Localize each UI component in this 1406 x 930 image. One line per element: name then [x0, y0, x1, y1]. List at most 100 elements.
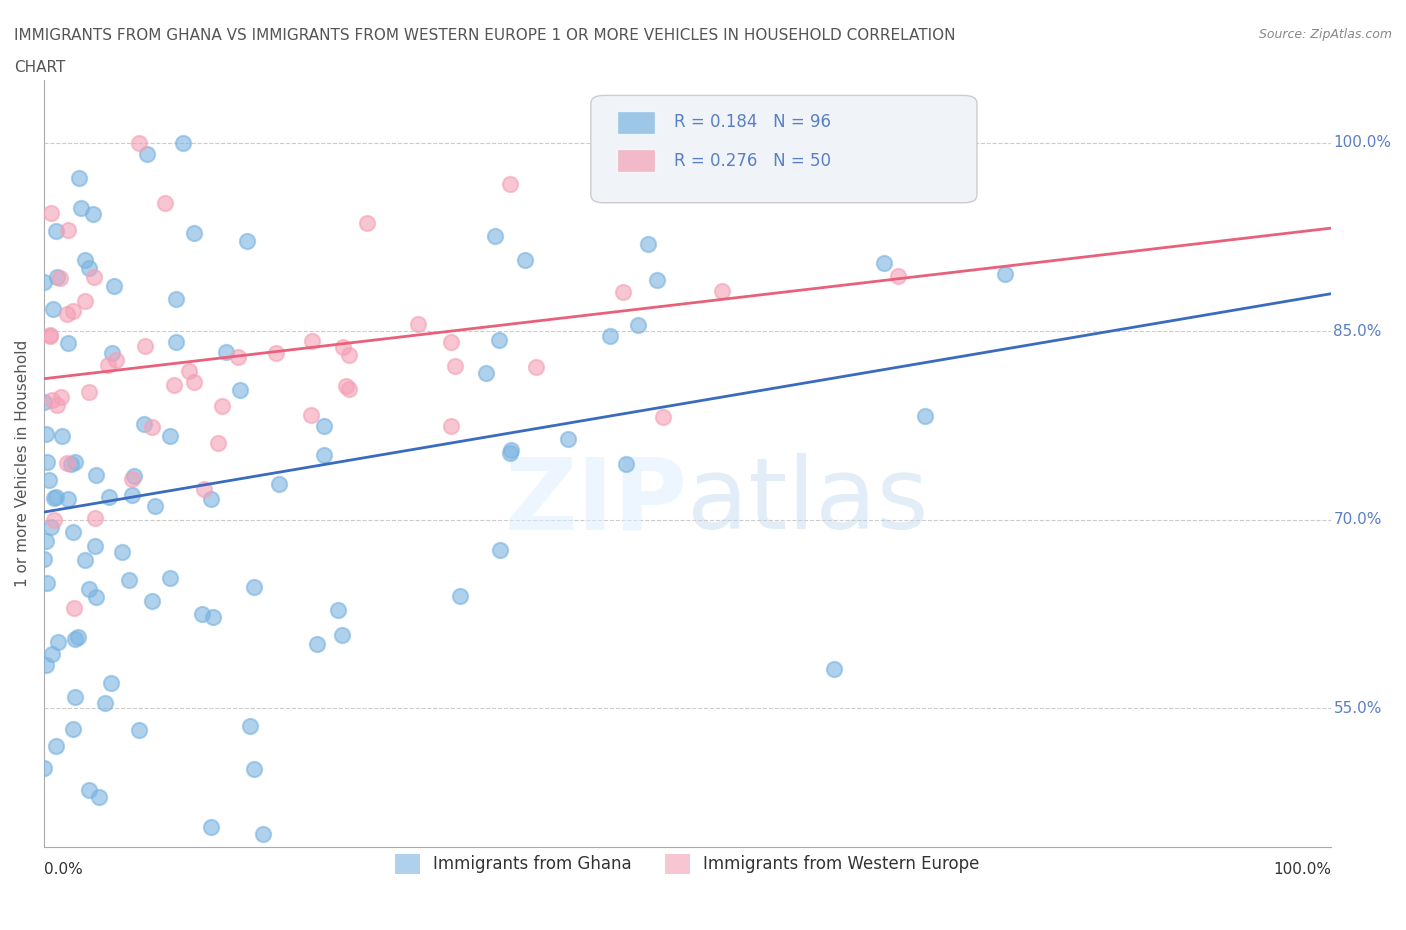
Point [51, 429, 73, 444]
Point [94, 696, 117, 711]
Point [128, 136, 150, 151]
Text: 85.0%: 85.0% [1333, 324, 1382, 339]
Point [557, 432, 579, 446]
Point [183, 375, 205, 390]
Point [62, 722, 84, 737]
Point [45, 223, 67, 238]
Text: CHART: CHART [14, 60, 66, 75]
Y-axis label: 1 or more Vehicles in Household: 1 or more Vehicles in Household [15, 339, 30, 587]
Point [141, 593, 163, 608]
Point [83, 269, 105, 284]
Point [135, 146, 157, 161]
Point [75, 294, 97, 309]
Point [63, 455, 86, 470]
Point [41, 646, 63, 661]
Point [440, 418, 463, 433]
Point [67, 171, 90, 186]
Point [79, 385, 101, 400]
Point [645, 272, 668, 287]
Point [314, 418, 336, 433]
Point [97, 358, 120, 373]
FancyBboxPatch shape [617, 149, 655, 172]
Point [711, 284, 734, 299]
Point [63, 631, 86, 646]
Point [75, 552, 97, 567]
Point [121, 488, 143, 503]
Point [159, 429, 181, 444]
Point [207, 435, 229, 450]
Point [141, 419, 163, 434]
Text: ZIP: ZIP [505, 453, 688, 551]
Point [103, 279, 125, 294]
Point [335, 379, 357, 393]
Point [63, 601, 86, 616]
Point [39, 519, 62, 534]
Point [38, 472, 60, 487]
Point [994, 267, 1017, 282]
Point [62, 525, 84, 539]
Text: 100.0%: 100.0% [1272, 862, 1331, 877]
Point [440, 335, 463, 350]
Point [202, 609, 225, 624]
Point [35, 427, 58, 442]
Point [117, 573, 139, 588]
Point [98, 490, 121, 505]
Point [63, 690, 86, 705]
Point [122, 469, 145, 484]
Point [449, 589, 471, 604]
Point [242, 761, 264, 776]
Point [328, 602, 350, 617]
Point [526, 360, 548, 375]
Point [872, 256, 894, 271]
Point [266, 346, 288, 361]
Point [489, 542, 512, 557]
Point [56, 222, 79, 237]
Point [37, 455, 59, 470]
Text: atlas: atlas [688, 453, 929, 551]
Point [243, 579, 266, 594]
Point [406, 316, 429, 331]
Point [143, 499, 166, 514]
Point [172, 136, 194, 151]
Point [59, 457, 82, 472]
Point [239, 719, 262, 734]
Point [35, 534, 58, 549]
Point [159, 570, 181, 585]
Point [301, 333, 323, 348]
Point [45, 490, 67, 505]
Point [75, 253, 97, 268]
Point [332, 339, 354, 354]
Point [46, 635, 69, 650]
Point [614, 457, 637, 472]
Point [39, 327, 62, 342]
Point [330, 627, 353, 642]
Point [337, 381, 360, 396]
Point [84, 538, 107, 553]
Point [229, 382, 252, 397]
Point [612, 285, 634, 299]
Point [39, 328, 62, 343]
Point [599, 328, 621, 343]
Point [111, 544, 134, 559]
Point [105, 352, 128, 367]
Point [215, 344, 238, 359]
Point [749, 153, 772, 168]
Point [101, 346, 124, 361]
Legend: Immigrants from Ghana, Immigrants from Western Europe: Immigrants from Ghana, Immigrants from W… [388, 847, 987, 881]
Point [307, 637, 329, 652]
Point [45, 738, 67, 753]
Point [475, 365, 498, 380]
Point [77, 260, 100, 275]
Point [132, 417, 155, 432]
Point [444, 359, 467, 374]
Point [39, 206, 62, 220]
Point [44, 491, 66, 506]
Point [177, 364, 200, 379]
Point [499, 446, 522, 461]
Point [163, 378, 186, 392]
Point [193, 482, 215, 497]
Point [51, 390, 73, 405]
Point [56, 492, 79, 507]
Point [86, 590, 108, 604]
Point [200, 820, 222, 835]
